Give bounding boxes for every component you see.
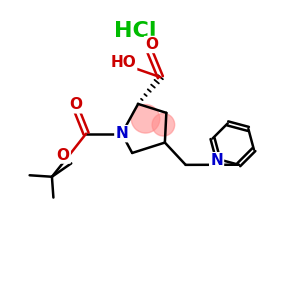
Text: O: O xyxy=(69,97,82,112)
Text: HO: HO xyxy=(110,55,136,70)
Circle shape xyxy=(152,113,175,136)
Text: HCl: HCl xyxy=(114,21,156,41)
Circle shape xyxy=(131,104,160,133)
Text: O: O xyxy=(145,37,158,52)
Text: N: N xyxy=(116,126,128,141)
Text: N: N xyxy=(210,153,223,168)
Text: O: O xyxy=(57,148,70,163)
